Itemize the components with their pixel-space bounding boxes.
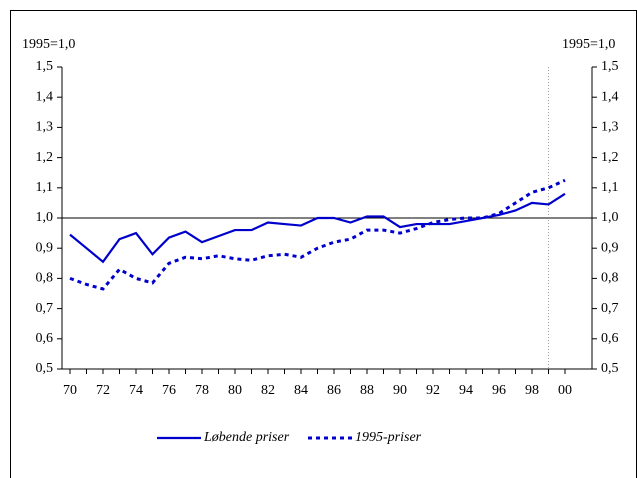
- y-tick-label: 1,3: [36, 120, 54, 135]
- x-tick-label: 88: [360, 383, 374, 398]
- frame: [10, 10, 637, 478]
- legend-label: Løbende priser: [203, 430, 290, 445]
- x-tick-label: 82: [261, 383, 275, 398]
- x-tick-label: 78: [195, 383, 209, 398]
- x-tick-label: 98: [525, 383, 539, 398]
- y2-tick-label: 0,5: [601, 361, 619, 376]
- y2-tick-label: 0,9: [601, 240, 619, 255]
- x-tick-label: 74: [129, 383, 143, 398]
- x-tick-label: 84: [294, 383, 308, 398]
- legend-label: 1995-priser: [355, 430, 422, 445]
- x-tick-label: 00: [558, 383, 572, 398]
- x-tick-label: 70: [63, 383, 77, 398]
- y-tick-label: 1,0: [36, 210, 54, 225]
- y2-tick-label: 1,2: [601, 150, 619, 165]
- y2-tick-label: 1,4: [601, 89, 619, 104]
- y-tick-label: 1,1: [36, 180, 54, 195]
- series-line: [69, 178, 566, 291]
- y-tick-label: 0,7: [36, 301, 54, 316]
- y-tick-label: 0,9: [36, 240, 54, 255]
- y2-tick-label: 0,6: [601, 331, 619, 346]
- series-line: [69, 192, 566, 264]
- x-tick-label: 72: [96, 383, 110, 398]
- y-tick-label: 0,6: [36, 331, 54, 346]
- y-tick-label: 1,2: [36, 150, 54, 165]
- y2-tick-label: 0,8: [601, 271, 619, 286]
- y-axis-label: 1995=1,0: [22, 37, 75, 52]
- x-tick-label: 76: [162, 383, 176, 398]
- y-tick-label: 1,4: [36, 89, 54, 104]
- y2-tick-label: 0,7: [601, 301, 619, 316]
- x-tick-label: 96: [492, 383, 506, 398]
- y-tick-label: 0,8: [36, 271, 54, 286]
- x-tick-label: 90: [393, 383, 407, 398]
- y2-tick-label: 1,5: [601, 59, 619, 74]
- x-tick-label: 94: [459, 383, 473, 398]
- x-tick-label: 86: [327, 383, 341, 398]
- y2-axis-label: 1995=1,0: [562, 37, 615, 52]
- x-tick-label: 80: [228, 383, 242, 398]
- y2-tick-label: 1,0: [601, 210, 619, 225]
- y2-tick-label: 1,3: [601, 120, 619, 135]
- y-tick-label: 1,5: [36, 59, 54, 74]
- y-tick-label: 0,5: [36, 361, 54, 376]
- x-tick-label: 92: [426, 383, 440, 398]
- y2-tick-label: 1,1: [601, 180, 619, 195]
